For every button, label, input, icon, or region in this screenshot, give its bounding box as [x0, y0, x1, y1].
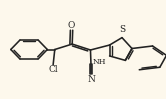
Text: S: S — [119, 25, 125, 34]
Text: Cl: Cl — [48, 65, 58, 74]
Text: NH: NH — [93, 58, 106, 66]
Text: N: N — [87, 75, 95, 84]
Text: O: O — [68, 21, 75, 30]
